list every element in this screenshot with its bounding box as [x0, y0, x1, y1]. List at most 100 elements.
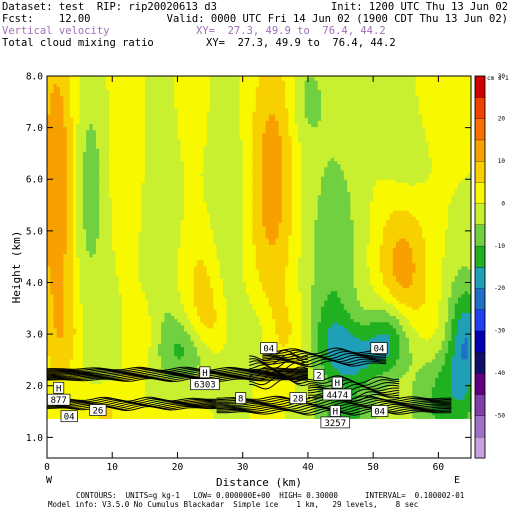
- heatmap-cell: [461, 346, 465, 351]
- heatmap-cell: [435, 365, 439, 369]
- heatmap-cell: [272, 411, 276, 416]
- heatmap-cell: [125, 377, 130, 382]
- heatmap-cell: [441, 368, 446, 372]
- heatmap-cell: [422, 355, 426, 360]
- heatmap-cell: [435, 340, 439, 344]
- heatmap-cell: [213, 352, 218, 357]
- heatmap-cell: [304, 386, 309, 391]
- heatmap-cell: [122, 349, 126, 354]
- heatmap-cell: [360, 365, 364, 369]
- heatmap-cell: [363, 386, 368, 391]
- heatmap-cell: [50, 365, 55, 369]
- heatmap-cell: [405, 349, 410, 354]
- heatmap-cell: [347, 355, 351, 360]
- heatmap-cell: [366, 374, 371, 378]
- heatmap-cell: [154, 374, 159, 378]
- heatmap-cell: [422, 368, 426, 372]
- heatmap-cell: [275, 368, 280, 372]
- heatmap-cell: [294, 411, 299, 416]
- heatmap-cell: [102, 352, 107, 357]
- heatmap-cell: [435, 380, 439, 385]
- heatmap-cell: [95, 361, 100, 366]
- heatmap-cell: [409, 411, 413, 416]
- heatmap-cell: [272, 386, 276, 391]
- heatmap-cell: [229, 408, 234, 413]
- heatmap-cell: [340, 340, 345, 344]
- heatmap-cell: [141, 411, 146, 416]
- heatmap-cell: [122, 361, 126, 366]
- heatmap-cell: [249, 392, 253, 397]
- heatmap-cell: [402, 371, 407, 375]
- heatmap-cell: [108, 355, 113, 360]
- heatmap-cell: [108, 408, 113, 413]
- heatmap-cell: [174, 358, 178, 363]
- heatmap-cell: [275, 383, 280, 388]
- heatmap-cell: [216, 358, 221, 363]
- heatmap-cell: [457, 383, 462, 388]
- heatmap-cell: [82, 386, 87, 391]
- heatmap-cell: [180, 377, 185, 382]
- heatmap-cell: [366, 371, 371, 375]
- heatmap-cell: [232, 340, 237, 344]
- heatmap-cell: [431, 411, 436, 416]
- heatmap-cell: [461, 386, 465, 391]
- heatmap-cell: [148, 402, 152, 406]
- heatmap-cell: [395, 405, 400, 409]
- heatmap-cell: [366, 340, 371, 344]
- heatmap-cell: [415, 386, 420, 391]
- heatmap-cell: [232, 365, 237, 369]
- heatmap-cell: [115, 346, 120, 351]
- heatmap-cell: [216, 352, 221, 357]
- heatmap-cell: [200, 340, 205, 344]
- heatmap-cell: [311, 340, 315, 344]
- heatmap-cell: [138, 386, 143, 391]
- heatmap-cell: [180, 340, 185, 344]
- heatmap-cell: [441, 374, 446, 378]
- heatmap-cell: [428, 374, 433, 378]
- heatmap-cell: [76, 358, 81, 363]
- heatmap-cell: [92, 337, 97, 341]
- heatmap-cell: [118, 349, 123, 354]
- heatmap-cell: [219, 365, 224, 369]
- heatmap-cell: [327, 340, 332, 344]
- heatmap-cell: [236, 402, 240, 406]
- heatmap-cell: [255, 380, 260, 385]
- heatmap-cell: [298, 361, 302, 366]
- heatmap-cell: [151, 358, 156, 363]
- heatmap-cell: [79, 352, 84, 357]
- heatmap-cell: [395, 358, 400, 363]
- heatmap-cell: [151, 411, 156, 416]
- heatmap-cell: [82, 389, 87, 394]
- heatmap-cell: [386, 377, 390, 382]
- heatmap-cell: [180, 352, 185, 357]
- heatmap-cell: [412, 368, 417, 372]
- heatmap-cell: [272, 402, 276, 406]
- heatmap-cell: [122, 340, 126, 344]
- heatmap-cell: [259, 365, 263, 369]
- heatmap-cell: [448, 377, 452, 382]
- heatmap-cell: [200, 389, 205, 394]
- heatmap-cell: [128, 389, 133, 394]
- heatmap-cell: [422, 343, 426, 347]
- heatmap-cell: [467, 389, 471, 394]
- heatmap-cell: [464, 414, 469, 419]
- heatmap-cell: [125, 337, 130, 341]
- heatmap-cell: [50, 380, 55, 385]
- heatmap-cell: [311, 377, 315, 382]
- heatmap-cell: [47, 414, 51, 419]
- heatmap-cell: [193, 411, 198, 416]
- heatmap-cell: [454, 361, 459, 366]
- heatmap-cell: [151, 340, 156, 344]
- heatmap-cell: [324, 399, 328, 403]
- heatmap-cell: [272, 377, 276, 382]
- heatmap-cell: [223, 358, 227, 363]
- heatmap-cell: [255, 408, 260, 413]
- heatmap-cell: [454, 389, 459, 394]
- heatmap-cell: [350, 343, 355, 347]
- heatmap-cell: [327, 365, 332, 369]
- heatmap-cell: [347, 365, 351, 369]
- heatmap-cell: [307, 386, 312, 391]
- heatmap-cell: [50, 346, 55, 351]
- heatmap-cell: [363, 371, 368, 375]
- heatmap-cell: [223, 343, 227, 347]
